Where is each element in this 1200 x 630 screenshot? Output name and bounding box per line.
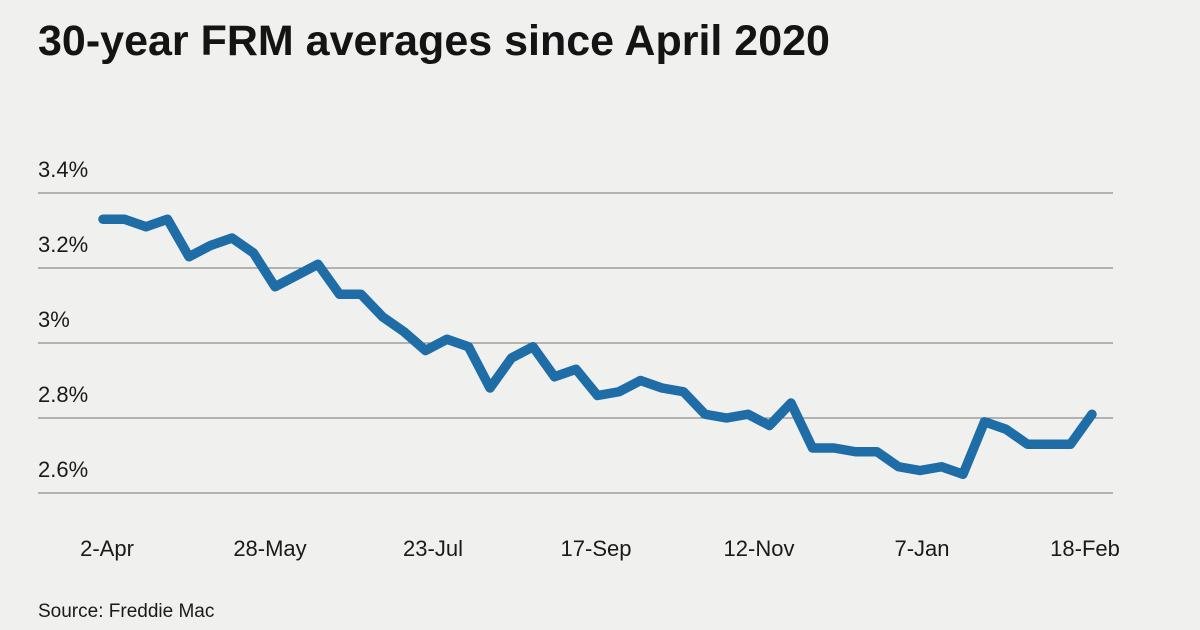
x-axis-tick-label: 28-May [233,536,306,561]
x-axis-tick-label: 7-Jan [894,536,949,561]
x-axis-tick-label: 23-Jul [403,536,463,561]
y-axis-tick-label: 3% [38,307,70,332]
chart-title: 30-year FRM averages since April 2020 [38,17,830,65]
y-axis-tick-label: 2.8% [38,382,88,407]
x-axis-tick-label: 12-Nov [724,536,795,561]
y-axis-tick-label: 3.4% [38,157,88,182]
y-axis-tick-label: 2.6% [38,457,88,482]
x-axis-tick-label: 2-Apr [80,536,134,561]
source-attribution: Source: Freddie Mac [38,601,215,622]
rate-series-line [98,214,1097,479]
x-axis-tick-label: 18-Feb [1050,536,1120,561]
x-axis-tick-label: 17-Sep [561,536,632,561]
y-axis-tick-label: 3.2% [38,232,88,257]
